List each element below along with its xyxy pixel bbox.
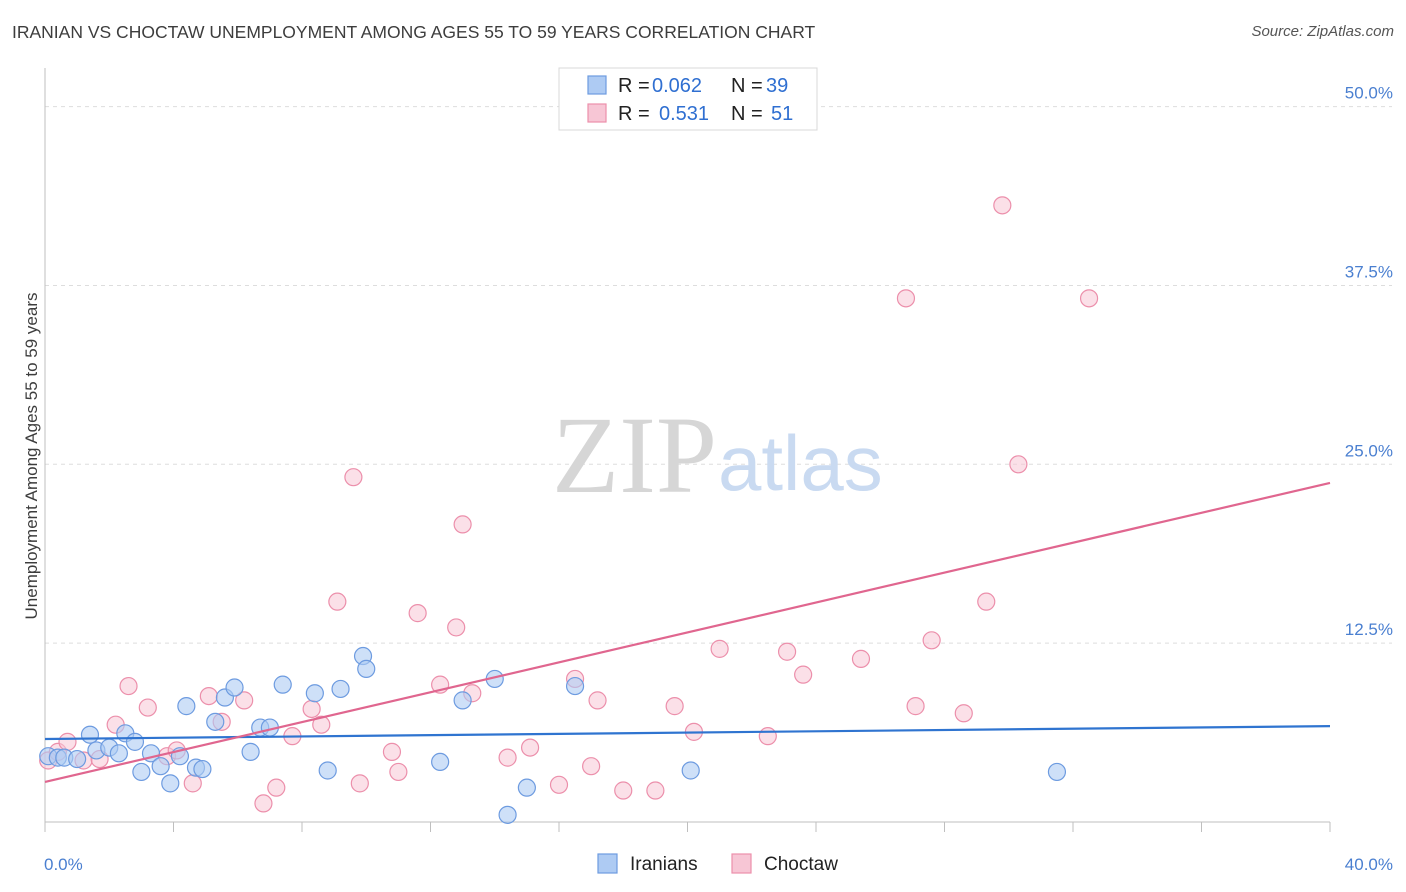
series-legend-label-iranians: Iranians (630, 854, 698, 875)
series-legend-swatch-choctaw (731, 853, 752, 874)
watermark: ZIP atlas (552, 394, 883, 516)
iranian-point (151, 757, 170, 776)
iranian-point (681, 761, 700, 780)
chart-title: IRANIAN VS CHOCTAW UNEMPLOYMENT AMONG AG… (12, 22, 816, 42)
iranian-point (68, 749, 87, 769)
iranian-point (132, 762, 151, 782)
watermark-zip: ZIP (552, 394, 717, 516)
choctaw-point (447, 618, 466, 637)
legend-r-label: R = (618, 75, 650, 97)
x-tick-labels: 0.0% 40.0% (44, 855, 1393, 874)
legend-swatch-iranians (587, 75, 607, 95)
choctaw-point (954, 704, 973, 723)
y-tick-label: 12.5% (1345, 620, 1393, 639)
trend-lines (44, 481, 1331, 784)
y-tick-labels: 12.5% 25.0% 37.5% 50.0% (1345, 84, 1393, 640)
iranian-point (498, 805, 517, 824)
choctaw-point (302, 699, 321, 719)
iranian-point (357, 659, 376, 679)
choctaw-point (58, 732, 77, 751)
legend-n-value: 39 (766, 75, 788, 97)
legend-n-value: 51 (771, 103, 793, 125)
choctaw-point (582, 757, 601, 776)
choctaw-point (119, 676, 138, 696)
choctaw-point (267, 778, 286, 797)
grid-lines (45, 106, 1392, 644)
iranian-point (318, 761, 337, 780)
choctaw-point (906, 697, 925, 716)
choctaw-point (312, 715, 331, 734)
choctaw-point (254, 794, 273, 813)
choctaw-point (665, 697, 684, 716)
legend-r-label: R = (618, 103, 650, 125)
choctaw-point (344, 468, 363, 487)
choctaw-point (1009, 455, 1028, 474)
iranian-point (206, 712, 225, 731)
choctaw-point (851, 649, 871, 668)
iranian-points (39, 646, 1067, 824)
choctaw-point (199, 686, 218, 706)
y-tick-label: 37.5% (1345, 262, 1393, 281)
legend-n-label: N = (731, 103, 763, 125)
choctaw-point (794, 665, 813, 684)
legend: R = 0.062 N = 39 R = 0.531 N = 51 (558, 67, 818, 131)
choctaw-point (758, 727, 777, 746)
choctaw-point (993, 196, 1012, 215)
axes (44, 68, 1331, 832)
y-tick-label: 50.0% (1345, 84, 1393, 103)
iranian-point (80, 725, 100, 744)
choctaw-point (408, 604, 427, 623)
choctaw-point (138, 698, 157, 717)
series-legend-label-choctaw: Choctaw (764, 854, 838, 875)
series-legend: Iranians Choctaw (597, 853, 838, 875)
iranian-point (453, 691, 472, 710)
iranian-point (273, 675, 292, 694)
iranian-point (565, 676, 585, 696)
choctaw-point (710, 639, 729, 658)
iranian-trend-line (44, 725, 1331, 741)
choctaw-trend-line (44, 481, 1331, 784)
iranian-point (109, 744, 128, 763)
choctaw-point (183, 774, 202, 793)
iranian-point (431, 752, 450, 772)
source-credit: Source: ZipAtlas.com (1251, 23, 1394, 40)
choctaw-point (453, 515, 472, 534)
choctaw-point (614, 781, 633, 800)
legend-r-value: 0.531 (659, 103, 709, 125)
choctaw-point (235, 691, 254, 710)
choctaw-point (350, 774, 369, 793)
choctaw-point (588, 691, 607, 710)
x-tick-label: 40.0% (1345, 855, 1393, 874)
choctaw-point (520, 738, 540, 757)
watermark-atlas: atlas (718, 419, 883, 507)
choctaw-point (777, 642, 797, 661)
x-tick-label: 0.0% (44, 855, 83, 874)
legend-n-label: N = (731, 75, 763, 97)
choctaw-point (328, 592, 347, 611)
choctaw-point (896, 289, 916, 308)
choctaw-point (389, 762, 408, 782)
choctaw-point (646, 781, 665, 800)
choctaw-point (498, 748, 517, 767)
iranian-point (241, 742, 260, 761)
choctaw-point (382, 742, 402, 761)
choctaw-point (549, 775, 569, 794)
iranian-point (305, 684, 324, 703)
iranian-point (177, 697, 196, 716)
iranian-point (125, 732, 145, 751)
choctaw-point (1079, 289, 1099, 308)
choctaw-point (922, 631, 941, 650)
iranian-point (161, 774, 180, 793)
y-tick-label: 25.0% (1345, 441, 1393, 460)
series-legend-swatch-iranians (597, 853, 618, 874)
iranian-point (517, 778, 536, 797)
iranian-point (1047, 762, 1067, 782)
iranian-point (193, 759, 212, 779)
iranian-point (225, 678, 244, 697)
iranian-point (331, 679, 350, 699)
legend-r-value: 0.062 (652, 75, 702, 97)
legend-swatch-choctaw (587, 103, 607, 123)
choctaw-point (977, 592, 996, 611)
